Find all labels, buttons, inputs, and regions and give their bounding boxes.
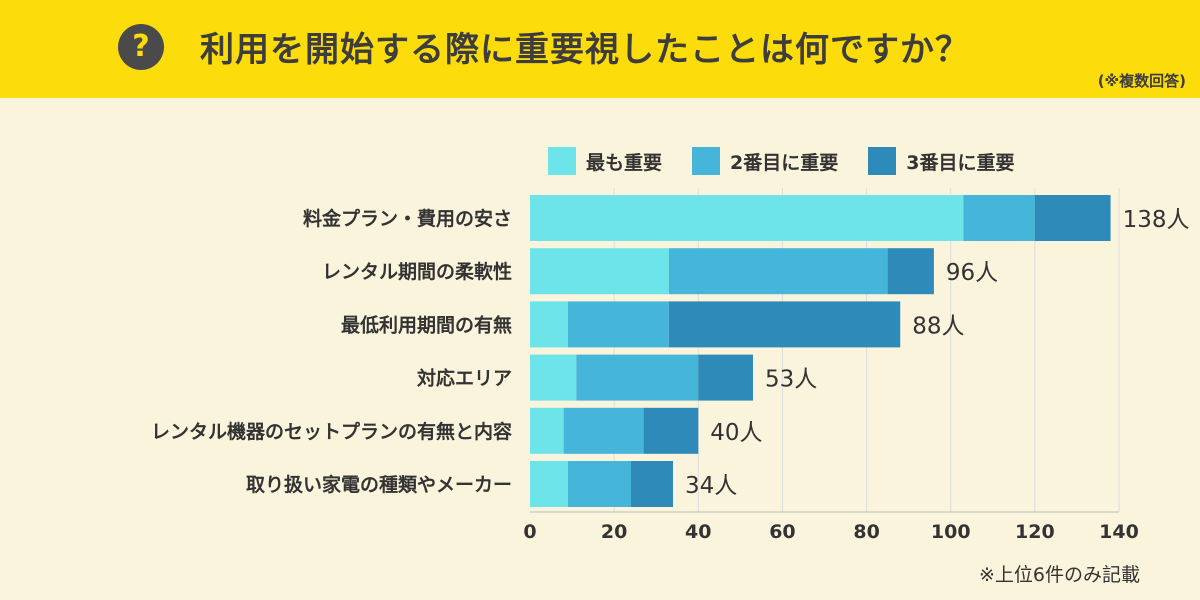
x-tick-label: 60	[769, 521, 795, 543]
x-tick-label: 80	[853, 521, 879, 543]
bar-segment	[530, 407, 564, 454]
chart-legend: 最も重要 2番目に重要 3番目に重要	[548, 146, 1014, 176]
bar-segment	[530, 461, 568, 507]
legend-item-second-important: 2番目に重要	[692, 147, 838, 175]
x-tick-label: 0	[523, 521, 536, 543]
category-label: 取り扱い家電の種類やメーカー	[246, 473, 512, 496]
bar-segment	[530, 354, 577, 401]
footnote: ※上位6件のみ記載	[978, 564, 1140, 586]
x-tick-label: 140	[1099, 521, 1139, 543]
total-label: 96人	[946, 260, 998, 286]
bar-segment	[567, 301, 669, 348]
total-label: 53人	[765, 367, 817, 393]
bar-segment	[963, 195, 1035, 241]
legend-label: 2番目に重要	[730, 151, 839, 174]
total-label: 40人	[710, 420, 762, 446]
x-tick-label: 40	[685, 521, 711, 543]
bar-segment	[567, 461, 631, 507]
legend-swatch	[548, 147, 576, 175]
title-banner	[0, 0, 1200, 98]
category-label: 料金プラン・費用の安さ	[303, 207, 512, 230]
bar-segment	[530, 301, 568, 348]
multiple-answers-note: (※複数回答)	[1097, 72, 1186, 90]
bar-segment	[887, 248, 934, 295]
legend-label: 最も重要	[586, 151, 663, 174]
legend-item-third-important: 3番目に重要	[868, 147, 1014, 175]
category-label: レンタル機器のセットプランの有無と内容	[151, 420, 512, 443]
question-icon: ?	[118, 24, 164, 70]
legend-item-most-important: 最も重要	[548, 147, 662, 175]
legend-swatch	[868, 147, 897, 175]
legend-label: 3番目に重要	[906, 151, 1015, 174]
total-label: 138人	[1123, 207, 1190, 233]
total-label: 88人	[912, 313, 964, 339]
category-label: レンタル期間の柔軟性	[322, 260, 512, 283]
bar-segment	[630, 461, 674, 507]
x-tick-label: 100	[931, 521, 971, 543]
bar-segment	[1034, 195, 1111, 241]
category-label: 最低利用期間の有無	[341, 313, 512, 336]
bar-segment	[668, 301, 901, 348]
x-tick-label: 120	[1015, 521, 1055, 543]
bar-segment	[698, 354, 753, 401]
page-title: 利用を開始する際に重要視したことは何ですか？	[200, 30, 970, 70]
x-tick-label: 20	[601, 521, 627, 543]
bar-segment	[576, 354, 699, 401]
bar-segment	[643, 407, 699, 454]
category-label: 対応エリア	[416, 367, 512, 390]
bar-segment	[530, 195, 964, 241]
bar-segment	[668, 248, 888, 295]
bar-segment	[530, 248, 669, 295]
bar-segment	[563, 407, 644, 454]
total-label: 34人	[685, 473, 737, 499]
legend-swatch	[692, 147, 721, 175]
